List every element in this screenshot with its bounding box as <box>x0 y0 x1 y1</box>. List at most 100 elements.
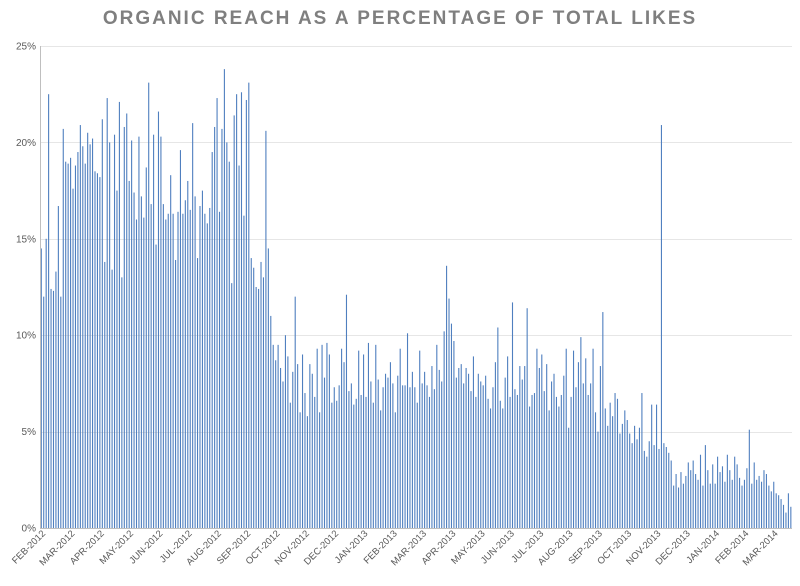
bar <box>384 373 387 528</box>
bar <box>167 213 169 529</box>
bar <box>314 396 316 528</box>
bar <box>787 493 789 528</box>
bar <box>438 369 440 528</box>
bar <box>304 393 306 528</box>
bar <box>748 429 750 528</box>
bar <box>321 344 323 528</box>
bar <box>763 470 765 528</box>
bar <box>387 377 389 528</box>
bar <box>482 385 484 528</box>
bar <box>612 416 614 528</box>
bar <box>519 366 521 528</box>
bar <box>421 383 423 528</box>
bar <box>736 464 738 528</box>
bar <box>670 460 672 528</box>
bar <box>316 348 318 528</box>
bar <box>729 470 731 528</box>
bar <box>170 175 172 528</box>
bar <box>553 373 555 528</box>
y-tick-label: 0% <box>22 524 37 535</box>
y-tick-label: 15% <box>16 234 36 245</box>
bar <box>331 402 333 528</box>
bar <box>272 344 274 528</box>
bar <box>260 261 262 528</box>
bar <box>192 123 194 529</box>
bar <box>248 82 250 528</box>
bar <box>228 161 230 528</box>
bar <box>411 371 413 528</box>
bar <box>79 125 81 529</box>
y-tick-label: 5% <box>22 427 37 438</box>
bar <box>472 356 474 528</box>
bar <box>475 396 477 528</box>
bar <box>284 335 286 528</box>
bar <box>223 69 225 528</box>
bar <box>360 394 362 528</box>
bar <box>270 315 272 528</box>
bar <box>162 204 164 528</box>
bar <box>524 366 526 528</box>
bar <box>663 443 665 528</box>
bar <box>699 454 702 528</box>
bar <box>775 493 777 528</box>
bar <box>43 296 45 528</box>
bars <box>40 69 792 529</box>
bar <box>656 404 658 528</box>
bar <box>460 364 462 528</box>
bar <box>292 371 294 528</box>
bar <box>221 128 223 528</box>
bar <box>648 441 650 528</box>
bar <box>116 190 118 528</box>
bar <box>428 396 431 528</box>
bar <box>682 483 684 528</box>
bar <box>602 312 604 528</box>
bar <box>148 82 150 528</box>
bar <box>665 447 667 528</box>
bar <box>255 287 257 528</box>
bar <box>282 381 284 528</box>
bar <box>301 354 304 528</box>
bar <box>563 375 565 528</box>
bar <box>531 394 533 528</box>
bar <box>226 142 228 528</box>
bar <box>780 499 782 528</box>
bar <box>626 420 628 528</box>
bar <box>468 373 470 528</box>
bar <box>118 101 120 528</box>
bar <box>250 258 252 528</box>
bar <box>165 219 167 528</box>
bar <box>172 213 174 529</box>
bar <box>643 450 645 528</box>
bar <box>590 383 592 528</box>
bar <box>77 152 79 529</box>
bar <box>465 367 467 528</box>
bar <box>377 379 379 528</box>
bar <box>218 211 221 528</box>
bar <box>702 485 704 528</box>
bar <box>309 364 311 528</box>
bar <box>133 192 135 528</box>
bar <box>57 206 59 528</box>
bar <box>240 92 243 529</box>
bar <box>380 410 382 528</box>
bar <box>157 111 160 529</box>
bar <box>294 296 296 528</box>
bar <box>582 383 584 528</box>
bar <box>126 113 128 528</box>
bar <box>238 165 240 529</box>
bar <box>101 119 103 528</box>
bar <box>426 385 428 528</box>
bar <box>109 142 111 528</box>
bar <box>236 94 238 528</box>
bar <box>145 167 147 528</box>
bar <box>619 433 621 528</box>
bar <box>502 408 504 528</box>
bar <box>499 400 501 528</box>
bar <box>287 356 289 528</box>
bar <box>84 163 86 529</box>
bar <box>99 177 101 528</box>
bar <box>785 512 787 528</box>
bar <box>60 296 62 528</box>
bar <box>243 215 245 528</box>
